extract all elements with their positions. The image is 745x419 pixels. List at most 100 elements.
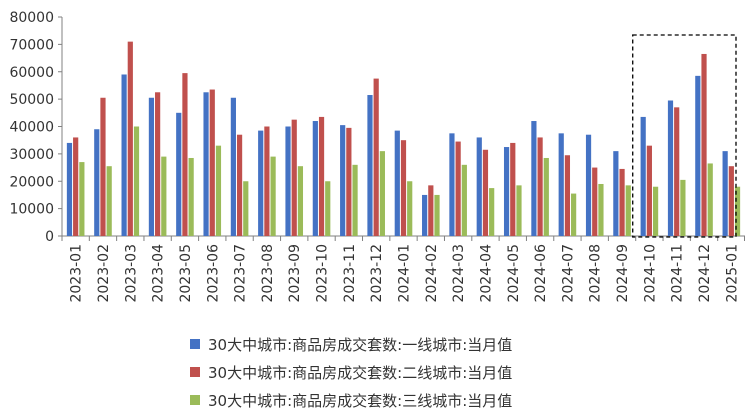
- bar-series-2: [236, 134, 243, 236]
- bar-series-2: [155, 92, 161, 236]
- x-tick-label: 2024-04: [478, 244, 494, 303]
- bar-series-3: [407, 181, 413, 236]
- legend-swatch-series-2: [190, 367, 200, 377]
- x-tick-label: 2023-01: [69, 244, 85, 303]
- bar-series-1: [476, 137, 482, 236]
- x-tick-label: 2024-08: [588, 244, 604, 303]
- legend-item-series-3: 30大中城市:商品房成交套数:三线城市:当月值: [190, 386, 512, 414]
- x-tick-label: 2023-06: [205, 244, 221, 303]
- x-tick-label: 2024-03: [451, 244, 467, 303]
- bar-series-3: [434, 194, 440, 236]
- bar-series-1: [203, 92, 209, 236]
- legend-label-series-1: 30大中城市:商品房成交套数:一线城市:当月值: [208, 335, 513, 354]
- y-tick-label: 70000: [9, 37, 54, 53]
- legend-label-series-2: 30大中城市:商品房成交套数:二线城市:当月值: [208, 363, 513, 382]
- x-tick-label: 2023-11: [342, 244, 358, 303]
- x-tick-label: 2024-05: [506, 244, 522, 303]
- x-tick-label: 2024-01: [397, 244, 413, 303]
- bar-series-1: [722, 151, 728, 236]
- bar-series-3: [352, 164, 358, 236]
- x-tick-label: 2024-09: [615, 244, 631, 303]
- bar-series-3: [652, 186, 659, 236]
- bar-series-1: [66, 142, 73, 236]
- bar-series-1: [230, 97, 236, 236]
- bar-series-1: [449, 133, 455, 236]
- x-tick-label: 2023-02: [96, 244, 112, 303]
- bar-series-2: [510, 142, 516, 236]
- bar-series-3: [215, 145, 222, 236]
- y-tick-label: 50000: [9, 92, 54, 108]
- bar-series-2: [100, 97, 106, 236]
- x-tick-label: 2023-07: [233, 244, 249, 302]
- y-tick-label: 10000: [9, 202, 54, 218]
- x-tick-label: 2024-07: [560, 244, 576, 303]
- bar-series-1: [367, 95, 373, 236]
- bar-series-2: [264, 126, 270, 236]
- bar-series-2: [182, 73, 188, 237]
- x-tick-label: 2023-09: [287, 244, 303, 303]
- bar-series-2: [564, 155, 571, 236]
- bar-series-2: [127, 41, 133, 237]
- bar-series-3: [516, 185, 522, 236]
- bar-series-1: [121, 74, 127, 236]
- bar-series-1: [148, 97, 155, 236]
- bar-series-1: [695, 75, 701, 236]
- bar-series-3: [297, 166, 304, 236]
- bar-series-1: [394, 130, 400, 236]
- chart-legend: 30大中城市:商品房成交套数:一线城市:当月值 30大中城市:商品房成交套数:二…: [190, 330, 512, 414]
- x-tick-label: 2024-12: [697, 244, 713, 303]
- bar-series-1: [640, 116, 646, 236]
- bar-series-2: [482, 149, 489, 236]
- legend-label-series-3: 30大中城市:商品房成交套数:三线城市:当月值: [208, 391, 513, 410]
- legend-swatch-series-3: [190, 395, 200, 405]
- bar-series-3: [325, 181, 331, 236]
- bar-series-3: [161, 156, 167, 236]
- x-tick-label: 2025-01: [724, 244, 740, 303]
- y-tick-label: 80000: [9, 10, 54, 26]
- bar-series-1: [94, 129, 100, 236]
- bar-series-1: [258, 130, 264, 236]
- bar-series-2: [291, 119, 297, 236]
- legend-item-series-1: 30大中城市:商品房成交套数:一线城市:当月值: [190, 330, 512, 358]
- bar-series-2: [373, 78, 379, 236]
- bar-series-3: [489, 188, 495, 236]
- bar-series-1: [531, 121, 537, 236]
- x-tick-label: 2023-12: [369, 244, 385, 303]
- bar-series-3: [106, 166, 112, 236]
- bar-series-1: [503, 147, 510, 236]
- bar-series-1: [558, 133, 564, 236]
- bar-series-2: [346, 127, 352, 236]
- bar-series-1: [667, 100, 674, 237]
- bar-series-2: [537, 137, 543, 236]
- x-tick-label: 2023-03: [123, 244, 139, 303]
- bar-series-2: [400, 140, 407, 236]
- bar-series-2: [674, 107, 680, 237]
- bar-series-3: [243, 181, 249, 236]
- x-tick-label: 2023-08: [260, 244, 276, 303]
- bar-series-1: [312, 121, 318, 236]
- y-tick-label: 0: [45, 229, 54, 245]
- x-tick-label: 2024-11: [670, 244, 686, 303]
- bar-series-3: [133, 126, 140, 236]
- bar-series-1: [585, 134, 592, 236]
- x-tick-label: 2024-02: [424, 244, 440, 303]
- bar-series-2: [592, 167, 598, 236]
- bar-series-2: [619, 168, 625, 236]
- bar-series-1: [422, 194, 428, 236]
- bar-series-2: [318, 116, 325, 236]
- bar-series-2: [209, 89, 215, 236]
- y-tick-label: 20000: [9, 174, 54, 190]
- x-tick-label: 2024-06: [533, 244, 549, 303]
- bar-series-2: [428, 185, 434, 236]
- bar-series-2: [646, 145, 652, 236]
- bar-series-1: [340, 125, 346, 236]
- bar-series-1: [176, 112, 182, 236]
- bar-series-3: [625, 185, 631, 236]
- bar-series-3: [571, 193, 577, 236]
- bar-series-2: [455, 141, 461, 236]
- bar-series-3: [680, 179, 686, 236]
- highlight-box: [632, 34, 737, 238]
- x-tick-label: 2023-04: [151, 244, 167, 303]
- y-tick-label: 40000: [9, 120, 54, 136]
